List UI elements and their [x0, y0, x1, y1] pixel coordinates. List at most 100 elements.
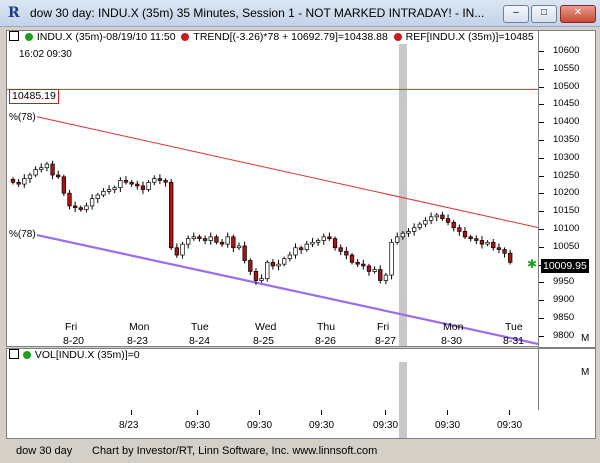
price-chart[interactable]: Fri 8-20 Mon 8-23 Tue 8-24 Wed 8-25 Thu 8-26 Fri 8-… — [6, 44, 539, 347]
trend-label: TREND[(-3.26)*78 + 10692.79]=10438.88 — [193, 31, 388, 43]
candle-body — [56, 174, 61, 178]
volume-collapse-icon[interactable] — [9, 349, 19, 359]
candle-body — [417, 223, 422, 229]
candle-body — [395, 236, 400, 243]
price-tick-mark — [539, 122, 544, 124]
candle-body — [33, 169, 38, 176]
close-button[interactable]: ✕ — [560, 5, 596, 23]
candle-body — [496, 247, 502, 250]
day-label-date: 8-20 — [63, 335, 84, 346]
candle-body — [462, 231, 468, 238]
price-tick-label: 10150 — [553, 205, 580, 217]
candle-body — [406, 231, 411, 234]
candle-body — [378, 269, 383, 281]
day-label-dow: Mon — [129, 321, 150, 333]
candle-body — [118, 180, 123, 189]
price-chart-svg: Fri 8-20 Mon 8-23 Tue 8-24 Wed 8-25 Thu 8-26 Fri 8-… — [7, 44, 539, 346]
price-tick-label: 10300 — [553, 151, 580, 163]
window-titlebar: R dow 30 day: INDU.X (35m) 35 Minutes, S… — [0, 0, 600, 27]
candle-body — [287, 254, 292, 260]
candle-body — [491, 241, 496, 249]
price-tick-label: 10250 — [553, 169, 580, 181]
volume-indicator-icon[interactable] — [22, 351, 31, 359]
last-price-box: 10009.95 — [541, 259, 589, 273]
day-label-dow: Fri — [377, 321, 389, 333]
price-tick-mark — [539, 300, 544, 302]
symbol-indicator-icon[interactable] — [24, 33, 33, 41]
candle-body — [78, 207, 83, 210]
maximize-button[interactable]: □ — [531, 5, 557, 23]
candle-body — [22, 178, 27, 185]
candle-body — [445, 218, 451, 223]
candle-body — [208, 236, 213, 241]
price-tick-mark — [539, 193, 544, 195]
day-label-date: 8-24 — [189, 335, 210, 346]
price-tick-mark — [539, 246, 544, 248]
candle-body — [169, 181, 174, 249]
candle-body — [39, 167, 44, 170]
ref-indicator-icon[interactable] — [393, 33, 402, 41]
candle-body — [349, 254, 355, 263]
candle-body — [327, 236, 332, 240]
candle-body — [440, 214, 445, 220]
status-chart-name: dow 30 day — [16, 445, 73, 457]
candle-body — [146, 181, 151, 190]
minimize-button[interactable]: – — [503, 5, 529, 23]
candle-body — [310, 241, 315, 245]
price-tick-mark — [539, 157, 544, 159]
candle-body — [50, 163, 55, 176]
day-label-date: 8-27 — [375, 335, 396, 346]
candle-body — [67, 192, 72, 207]
candle-body — [344, 251, 349, 256]
price-tick-mark — [539, 175, 544, 177]
candle-body — [152, 178, 157, 183]
time-axis: 8/23 09:30 09:30 09:30 09:30 09:30 09:30 — [6, 410, 596, 439]
candle-body — [236, 245, 242, 249]
trend-indicator-icon[interactable] — [181, 33, 190, 41]
candle-body — [321, 236, 326, 241]
candle-body — [457, 227, 462, 232]
price-tick-mark — [539, 229, 544, 230]
time-axis-label: 09:30 — [435, 420, 461, 431]
candle-body — [508, 252, 513, 263]
price-tick-mark — [539, 68, 544, 70]
candle-body — [197, 236, 202, 240]
time-axis-tick — [509, 410, 510, 415]
candle-body — [502, 249, 507, 254]
cursor-band — [399, 44, 407, 346]
candle-body — [106, 189, 112, 192]
price-tick-label: 9800 — [553, 329, 575, 341]
candle-body — [412, 227, 417, 232]
ref-price-box: 10485.19 — [9, 89, 59, 104]
candle-body — [299, 247, 304, 250]
day-label-dow: Tue — [505, 321, 523, 333]
candle-body — [338, 247, 343, 252]
trend-lower-label: %(78) — [9, 229, 36, 240]
candle-body — [140, 185, 146, 190]
ref-label: REF[INDU.X (35m)]=10485 — [405, 31, 534, 43]
candle-body — [112, 187, 117, 190]
price-tick-mark — [539, 282, 544, 284]
trend-lower-line — [36, 233, 539, 346]
price-tick-label: 10450 — [553, 98, 580, 110]
candle-body — [123, 180, 129, 183]
price-tick-label: 10400 — [553, 116, 580, 128]
volume-chart[interactable] — [6, 362, 540, 411]
price-tick-label: 9850 — [553, 312, 575, 323]
price-axis[interactable]: 10600 10550 10500 10450 10400 10350 10300 10250… — [538, 30, 596, 348]
last-price-marker-icon: ✱ — [527, 257, 537, 271]
candle-body — [101, 191, 106, 196]
collapse-box-icon[interactable] — [9, 31, 19, 41]
day-label-dow: Thu — [317, 321, 335, 333]
candle-body — [135, 183, 140, 187]
candle-body — [10, 179, 16, 183]
price-mode-letter[interactable]: M — [581, 333, 590, 344]
candle-body — [485, 241, 490, 245]
candle-body — [428, 216, 434, 221]
status-credit: Chart by Investor/RT, Linn Software, Inc… — [92, 445, 378, 457]
candle-body — [389, 241, 394, 276]
candle-body — [214, 236, 219, 243]
price-tick-label: 10500 — [553, 80, 580, 92]
volume-mode-letter[interactable]: M — [581, 367, 590, 378]
candle-body — [315, 240, 321, 243]
